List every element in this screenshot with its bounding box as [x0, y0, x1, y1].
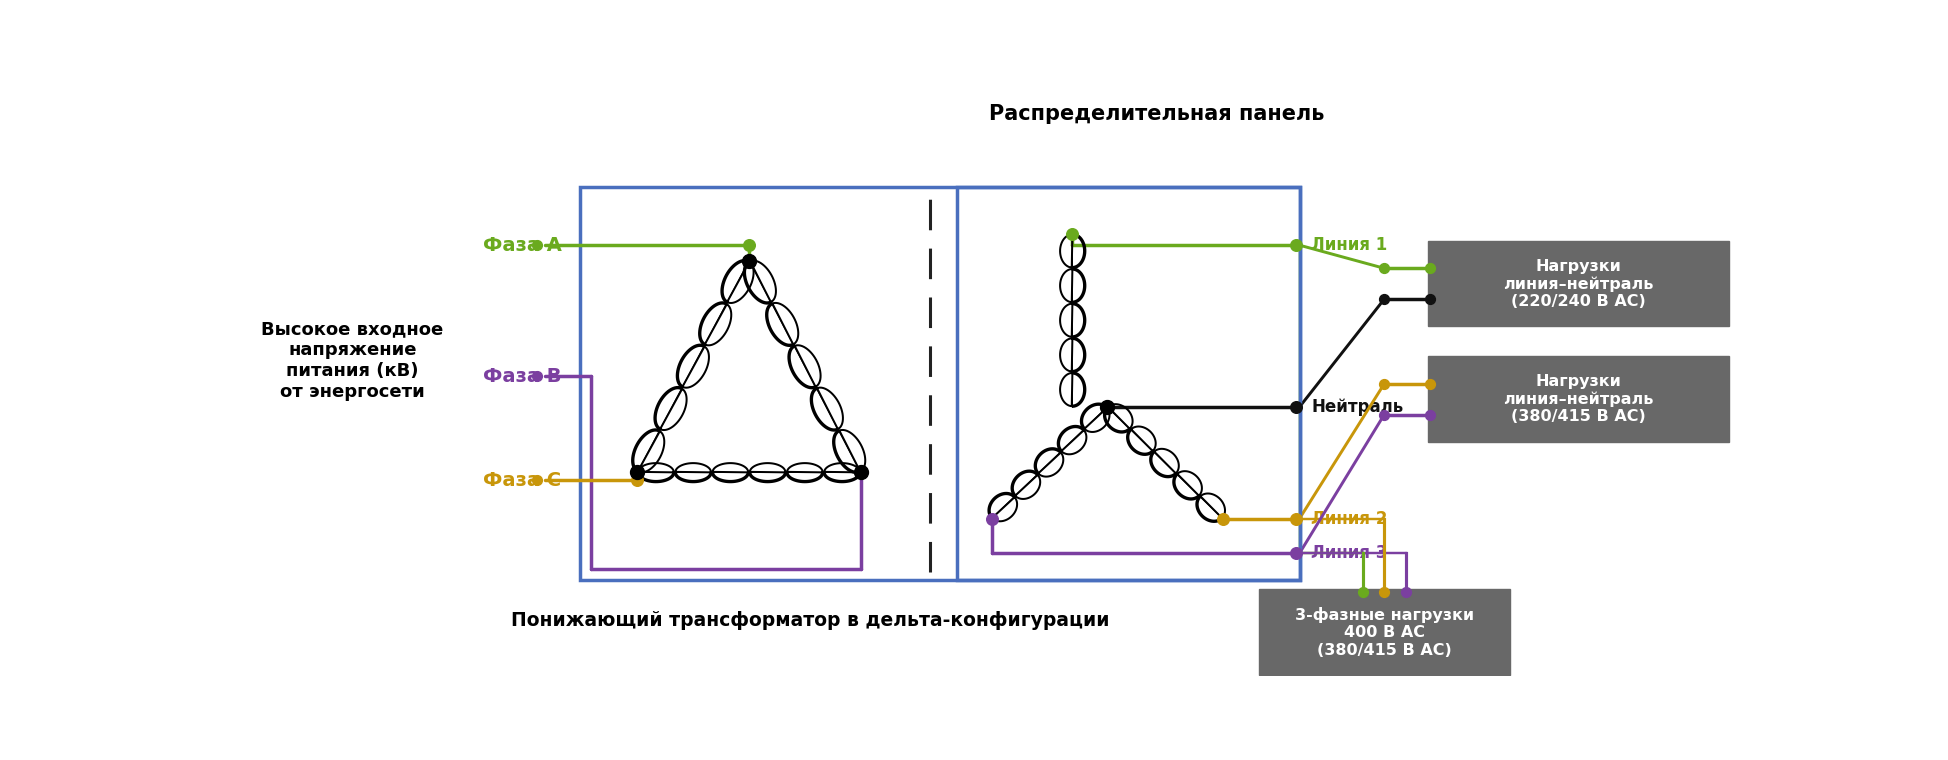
Point — [1367, 409, 1399, 421]
Point — [1280, 547, 1311, 559]
Point — [845, 467, 877, 479]
Text: Линия 2: Линия 2 — [1311, 509, 1387, 527]
Point — [1280, 239, 1311, 252]
Text: Нагрузки
линия–нейтраль
(380/415 В АС): Нагрузки линия–нейтраль (380/415 В АС) — [1502, 374, 1654, 424]
FancyBboxPatch shape — [1428, 241, 1728, 327]
Point — [1206, 512, 1237, 524]
Text: Высокое входное
напряжение
питания (кВ)
от энергосети: Высокое входное напряжение питания (кВ) … — [261, 321, 444, 401]
Point — [732, 255, 764, 267]
Point — [1280, 401, 1311, 413]
FancyBboxPatch shape — [1428, 356, 1728, 442]
Point — [1056, 227, 1087, 239]
Text: Линия 1: Линия 1 — [1311, 236, 1387, 254]
Text: Нагрузки
линия–нейтраль
(220/240 В АС): Нагрузки линия–нейтраль (220/240 В АС) — [1502, 258, 1654, 309]
Text: Понижающий трансформатор в дельта-конфигурации: Понижающий трансформатор в дельта-конфиг… — [510, 612, 1108, 631]
Point — [1414, 378, 1445, 390]
Point — [1280, 512, 1311, 524]
Point — [522, 474, 553, 486]
Point — [1414, 262, 1445, 274]
Point — [1367, 293, 1399, 306]
Text: Нейтраль: Нейтраль — [1311, 398, 1403, 416]
Point — [621, 474, 653, 486]
Text: Линия 3: Линия 3 — [1311, 544, 1387, 562]
FancyBboxPatch shape — [1258, 590, 1510, 675]
Point — [1367, 262, 1399, 274]
Point — [1367, 378, 1399, 390]
Point — [1367, 586, 1399, 598]
Text: Распределительная панель: Распределительная панель — [990, 104, 1325, 125]
Point — [1389, 586, 1420, 598]
Point — [976, 512, 1007, 524]
Point — [522, 370, 553, 382]
Text: Фаза В: Фаза В — [483, 366, 561, 385]
Point — [1414, 409, 1445, 421]
Point — [621, 467, 653, 479]
Text: Фаза А: Фаза А — [483, 236, 561, 255]
Point — [1346, 586, 1377, 598]
Text: 3-фазные нагрузки
400 В АС
(380/415 В АС): 3-фазные нагрузки 400 В АС (380/415 В АС… — [1293, 606, 1473, 657]
Point — [1414, 293, 1445, 306]
Point — [1091, 401, 1122, 413]
Text: Фаза С: Фаза С — [483, 470, 561, 489]
Point — [522, 239, 553, 252]
Point — [732, 239, 764, 252]
